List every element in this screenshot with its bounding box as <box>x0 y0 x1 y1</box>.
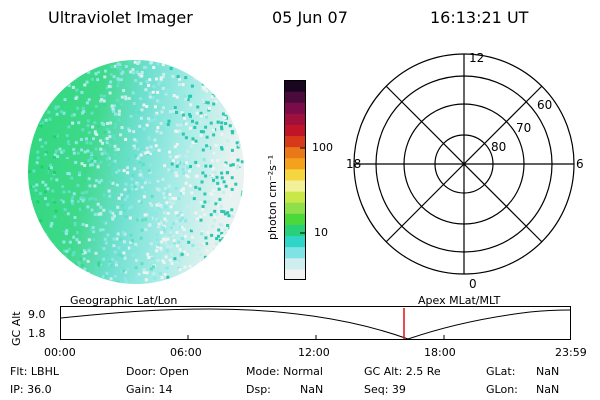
lat-label-60: 60 <box>537 98 552 112</box>
ip-info: IP: 36.0 <box>10 383 52 396</box>
timeline-y-tick-low: 1.8 <box>28 327 46 340</box>
door-info: Door: Open <box>126 365 189 378</box>
colorbar-band <box>284 180 306 192</box>
colorbar-band <box>284 168 306 181</box>
colorbar-unit-label: photon cm⁻²s⁻¹ <box>266 154 279 240</box>
lat-label-70: 70 <box>516 121 531 135</box>
colorbar-band <box>284 102 306 114</box>
colorbar-band <box>284 268 306 280</box>
timeline-x-tick-1: 06:00 <box>170 346 202 359</box>
colorbar-band <box>284 224 306 237</box>
glat-value: NaN <box>536 365 560 378</box>
dsp-label: Dsp: <box>246 383 271 396</box>
colorbar-band <box>284 235 306 248</box>
observation-time: 16:13:21 UT <box>430 8 529 27</box>
timeline-y-tick-high: 9.0 <box>28 308 46 321</box>
altitude-timeline <box>60 306 571 340</box>
timeline-x-tick-2: 12:00 <box>298 346 330 359</box>
gain-info: Gain: 14 <box>126 383 173 396</box>
timeline-right-title: Apex MLat/MLT <box>418 294 501 307</box>
colorbar-tick-100: 100 <box>312 141 333 154</box>
mlt-label-6: 6 <box>576 157 584 171</box>
timeline-x-tick-4: 23:59 <box>555 346 587 359</box>
colorbar-band <box>284 113 306 125</box>
glon-label: GLon: <box>486 383 518 396</box>
colorbar-band <box>284 191 306 203</box>
colorbar-band <box>284 124 306 137</box>
uv-image-disc <box>28 60 244 284</box>
timeline-y-axis-label: GC Alt <box>10 311 23 346</box>
colorbar-band <box>284 257 306 270</box>
mode-info: Mode: Normal <box>246 365 323 378</box>
mlt-label-18: 18 <box>346 157 361 171</box>
timeline-x-tick-0: 00:00 <box>44 346 76 359</box>
glat-label: GLat: <box>486 365 516 378</box>
colorbar-band <box>284 157 306 170</box>
colorbar-band <box>284 202 306 214</box>
color-scale-bar <box>284 80 306 280</box>
timeline-left-title: Geographic Lat/Lon <box>70 294 178 307</box>
timeline-x-tick-3: 18:00 <box>424 346 456 359</box>
gc-alt-info: GC Alt: 2.5 Re <box>364 365 441 378</box>
polar-grid: 12 18 6 0 60 70 80 <box>346 52 584 290</box>
seq-info: Seq: 39 <box>364 383 406 396</box>
colorbar-band <box>284 213 306 225</box>
colorbar-band <box>284 80 306 92</box>
filter-info: Flt: LBHL <box>10 365 59 378</box>
mlt-label-12: 12 <box>469 52 484 65</box>
mlt-label-0: 0 <box>469 277 477 290</box>
colorbar-band <box>284 91 306 103</box>
colorbar-band <box>284 146 306 159</box>
observation-date: 05 Jun 07 <box>272 8 348 27</box>
glon-value: NaN <box>536 383 560 396</box>
colorbar-band <box>284 246 306 259</box>
altitude-curve <box>60 308 571 340</box>
lat-label-80: 80 <box>491 140 506 154</box>
colorbar-tick-10: 10 <box>314 226 328 239</box>
dsp-value: NaN <box>300 383 324 396</box>
instrument-title: Ultraviolet Imager <box>48 8 193 27</box>
colorbar-band <box>284 135 306 148</box>
